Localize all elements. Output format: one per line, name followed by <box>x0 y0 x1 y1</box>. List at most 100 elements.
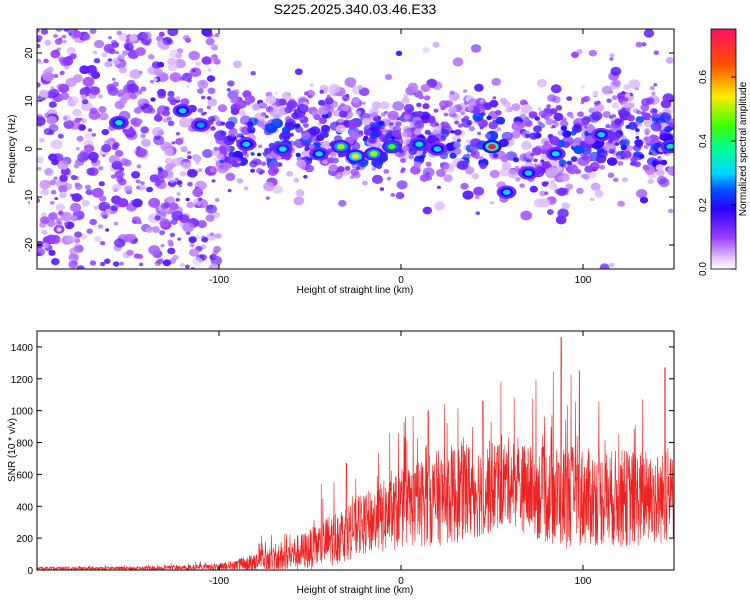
heatmap-cell <box>160 202 169 210</box>
heatmap-cell <box>228 129 239 138</box>
heatmap-cell <box>622 150 632 159</box>
heatmap-cell <box>609 148 616 154</box>
heatmap-cell <box>48 212 58 221</box>
heatmap-cell <box>454 120 459 125</box>
heatmap-hotspot <box>502 189 511 195</box>
heatmap-cell <box>76 265 85 269</box>
heatmap-cell <box>356 110 362 115</box>
heatmap-cell <box>174 177 179 182</box>
heatmap-cell <box>129 69 142 79</box>
heatmap-cell <box>207 96 212 100</box>
heatmap-cell <box>58 83 70 93</box>
heatmap-cell <box>98 181 105 187</box>
heatmap-cell <box>647 178 654 184</box>
heatmap-cell <box>344 119 349 124</box>
heatmap-cell <box>440 162 450 170</box>
heatmap-cell <box>395 192 405 200</box>
heatmap-cell <box>309 126 321 136</box>
heatmap-cell <box>322 159 329 165</box>
heatmap-cell <box>112 261 120 267</box>
y-tick-label: 200 <box>16 534 33 545</box>
heatmap-cell <box>201 95 206 100</box>
heatmap-cell <box>201 56 212 65</box>
heatmap-cell <box>432 41 440 48</box>
heatmap-y-ticks: -20 -10 0 10 20 <box>24 47 674 252</box>
heatmap-cell <box>50 139 63 150</box>
heatmap-cell <box>295 152 301 158</box>
heatmap-cell <box>413 129 422 136</box>
heatmap-cell <box>626 145 634 152</box>
heatmap-cell <box>549 108 558 115</box>
heatmap-cell <box>642 164 650 171</box>
heatmap-cell <box>387 110 399 120</box>
heatmap-cell <box>89 29 97 34</box>
heatmap-cell <box>246 121 254 128</box>
heatmap-cell <box>550 179 555 184</box>
heatmap-cell <box>626 114 635 122</box>
heatmap-cell <box>65 235 77 244</box>
heatmap-cell <box>635 121 640 125</box>
heatmap-cell <box>395 121 402 127</box>
heatmap-cell <box>259 102 264 107</box>
heatmap-cell <box>515 165 519 170</box>
heatmap-cell <box>590 162 600 171</box>
heatmap-cell <box>218 145 227 154</box>
heatmap-cell <box>54 38 63 45</box>
heatmap-cell <box>87 170 93 176</box>
heatmap-cell <box>355 166 360 170</box>
heatmap-cell <box>444 122 451 128</box>
heatmap-cell <box>460 111 465 116</box>
heatmap-cell <box>566 160 573 166</box>
heatmap-cell <box>486 115 492 121</box>
heatmap-cell <box>593 103 605 113</box>
heatmap-cell <box>135 179 141 184</box>
heatmap-cell <box>74 183 83 190</box>
heatmap-cell <box>622 177 629 183</box>
heatmap-cell <box>82 33 91 41</box>
heatmap-cell <box>581 119 590 126</box>
heatmap-cell <box>443 174 453 183</box>
heatmap-cell <box>340 102 345 107</box>
heatmap-cell <box>56 227 62 232</box>
heatmap-cell <box>529 132 538 140</box>
heatmap-cell <box>140 181 145 185</box>
heatmap-cell <box>59 70 65 75</box>
heatmap-cell <box>156 258 164 265</box>
snr-frame <box>36 330 675 571</box>
heatmap-cell <box>272 185 283 194</box>
heatmap-cell <box>576 187 584 195</box>
heatmap-cell <box>546 167 558 177</box>
heatmap-cell <box>157 167 163 172</box>
heatmap-cell <box>167 239 173 245</box>
heatmap-cell <box>280 130 291 140</box>
heatmap-cell <box>260 169 265 174</box>
heatmap-cell <box>80 94 87 100</box>
heatmap-cell <box>450 130 455 134</box>
heatmap-cell <box>110 138 115 143</box>
heatmap-cell <box>286 170 294 177</box>
heatmap-cell <box>566 96 573 101</box>
heatmap-cell <box>238 110 246 117</box>
heatmap-cell <box>154 215 161 221</box>
heatmap-cell <box>636 110 642 115</box>
heatmap-cell <box>105 228 110 232</box>
heatmap-cell <box>559 120 569 128</box>
heatmap-cell <box>250 71 256 76</box>
heatmap-cell <box>140 86 147 92</box>
heatmap-cell <box>521 141 532 150</box>
heatmap-cell <box>91 71 101 79</box>
heatmap-cell <box>660 159 668 166</box>
heatmap-cell <box>72 74 83 83</box>
heatmap-cell <box>368 113 373 117</box>
heatmap-cell <box>50 86 55 90</box>
heatmap-cell <box>44 39 52 46</box>
heatmap-cell <box>160 244 165 248</box>
heatmap-cell <box>313 114 321 121</box>
heatmap-cell <box>74 231 82 238</box>
heatmap-cell <box>376 164 382 170</box>
heatmap-cell <box>64 222 69 226</box>
colorbar: 0.0 0.2 0.4 0.6 Normalized spectral amplitu… <box>698 28 749 276</box>
heatmap-cell <box>74 117 81 123</box>
heatmap-cell <box>364 129 372 136</box>
heatmap-cell <box>167 247 176 255</box>
